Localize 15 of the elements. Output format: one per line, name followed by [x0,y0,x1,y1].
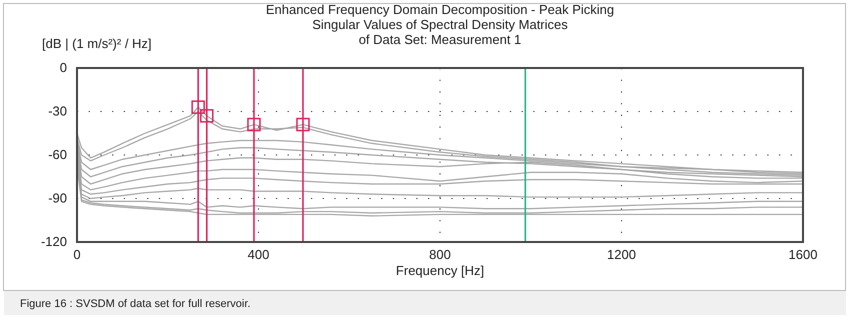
x-tick-label: 1200 [607,247,636,262]
y-tick-label: 0 [60,60,67,76]
y-axis-title: [dB | (1 m/s²)² / Hz] [42,36,152,51]
chart-title: Enhanced Frequency Domain Decomposition - Peak Picking [266,2,614,17]
caption: Figure 16 : SVSDM of data set for full reservoir. [20,298,250,310]
x-axis-title: Frequency [Hz] [396,263,484,278]
x-tick-label: 400 [248,247,270,262]
chart-subtitle: Singular Values of Spectral Density Matrices of Data Set: Measurement 1 [312,17,568,47]
x-tick-label: 800 [429,247,451,262]
x-tick-label: 1600 [788,247,818,262]
y-tick-label: -120 [40,234,67,250]
y-tick-label: -30 [48,104,67,119]
x-tick-label: 0 [73,247,81,262]
y-tick-label: -60 [48,147,67,162]
y-tick-label: -90 [48,190,67,206]
